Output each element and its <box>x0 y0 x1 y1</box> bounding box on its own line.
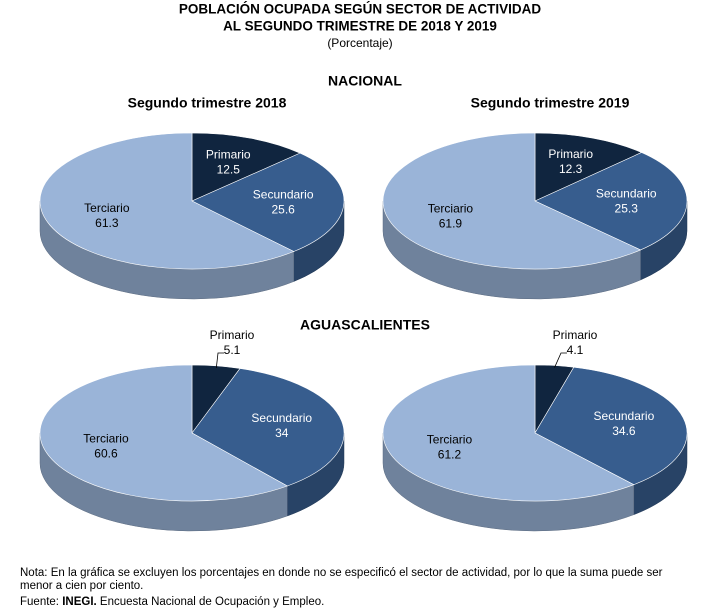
data-label: 12.5 <box>217 162 241 176</box>
data-label: 61.3 <box>95 216 119 230</box>
data-label: 4.1 <box>567 343 584 357</box>
data-label: 61.2 <box>438 447 462 461</box>
pie-slice <box>382 364 635 502</box>
data-label-name: Terciario <box>428 201 474 215</box>
data-label: 5.1 <box>224 343 241 357</box>
pie-title: Segundo trimestre 2018 <box>128 95 287 111</box>
pie-title: Segundo trimestre 2019 <box>471 95 630 111</box>
data-label: 12.3 <box>559 162 583 176</box>
source-label: Fuente: <box>20 596 59 608</box>
data-label-name: Secundario <box>251 411 312 425</box>
pie-slice <box>191 368 345 487</box>
note-label: Nota: <box>20 567 48 579</box>
pie-slice <box>382 132 642 270</box>
data-label: 60.6 <box>94 447 118 461</box>
source: Fuente: INEGI. Encuesta Nacional de Ocup… <box>20 596 696 609</box>
data-label-name: Secundario <box>594 409 655 423</box>
data-label-name: Terciario <box>427 432 473 446</box>
data-label-name: Primario <box>210 328 255 342</box>
data-label-name: Secundario <box>253 187 314 201</box>
pie-slice <box>39 364 289 502</box>
chart-title: AL SEGUNDO TRIMESTRE DE 2018 Y 2019 <box>223 19 497 34</box>
data-label-name: Primario <box>548 147 593 161</box>
data-label-name: Primario <box>206 147 251 161</box>
source-org: INEGI. <box>62 596 97 608</box>
data-label: 25.3 <box>615 201 639 215</box>
leader-line <box>554 352 567 368</box>
section-title: NACIONAL <box>328 73 402 89</box>
leader-line <box>215 352 224 368</box>
data-label-name: Primario <box>553 328 598 342</box>
data-label-name: Terciario <box>83 432 129 446</box>
data-label-name: Terciario <box>84 201 130 215</box>
pie-slice <box>534 366 688 486</box>
pie-slice <box>191 132 301 202</box>
chart-subtitle: (Porcentaje) <box>327 36 392 50</box>
data-label: 61.9 <box>439 216 463 230</box>
chart-title: POBLACIÓN OCUPADA SEGÚN SECTOR DE ACTIVI… <box>179 2 542 17</box>
data-label-name: Secundario <box>596 186 657 200</box>
pie-slice <box>534 152 688 251</box>
section-title: AGUASCALIENTES <box>300 317 430 333</box>
data-label: 25.6 <box>271 202 295 216</box>
pie-slice <box>191 152 345 252</box>
data-label: 34 <box>275 426 289 440</box>
note-text: En la gráfica se excluyen los porcentaje… <box>20 567 663 592</box>
pie-slice <box>534 132 643 202</box>
source-text: Encuesta Nacional de Ocupación y Empleo. <box>99 596 325 608</box>
note: Nota: En la gráfica se excluyen los porc… <box>20 567 696 593</box>
data-label: 34.6 <box>612 424 636 438</box>
chart: POBLACIÓN OCUPADA SEGÚN SECTOR DE ACTIVI… <box>39 2 688 532</box>
pie-slice <box>39 132 295 270</box>
